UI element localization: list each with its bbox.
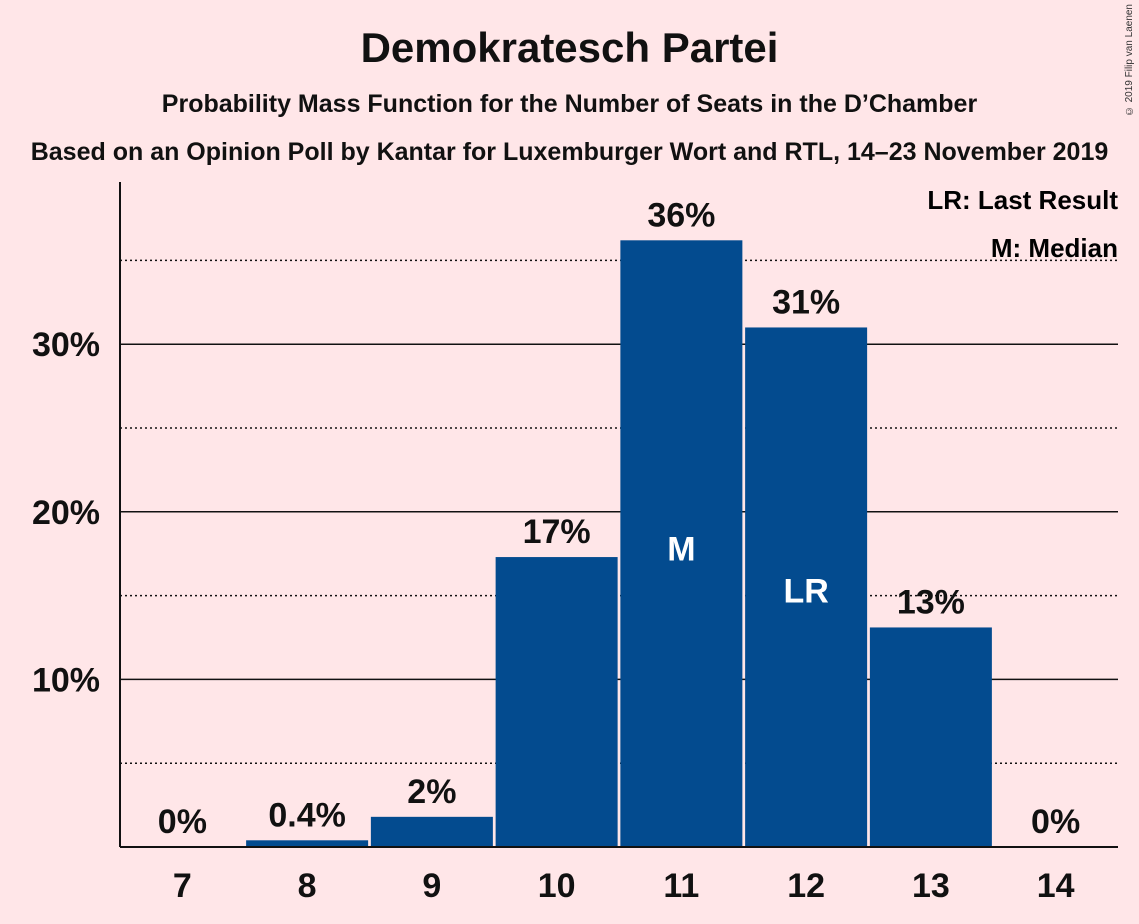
bar-11 [620, 240, 743, 847]
data-label: 17% [523, 513, 591, 551]
y-tick-label: 10% [32, 661, 100, 699]
chart-source: Based on an Opinion Poll by Kantar for L… [30, 138, 1109, 166]
y-tick-label: 30% [32, 326, 100, 364]
data-label: 13% [897, 583, 965, 621]
data-labels: 0% 0.4% 2% 17% 36% M 31% LR 13% 0% [158, 196, 1080, 841]
bar-9 [370, 816, 493, 847]
x-tick-label: 12 [787, 867, 825, 905]
x-tick-label: 7 [173, 867, 192, 905]
axes: 10% 20% 30% 7 8 9 10 11 12 13 14 [32, 182, 1118, 905]
x-tick-label: 9 [422, 867, 441, 905]
data-label: 0.4% [268, 796, 346, 834]
bar-marker-M: M [667, 531, 695, 569]
bar-8 [246, 840, 369, 847]
bar-marker-LR: LR [783, 573, 828, 611]
bar-10 [495, 557, 618, 847]
data-label: 0% [158, 803, 207, 841]
legend-median: M: Median [991, 233, 1118, 263]
data-label: 2% [407, 773, 456, 811]
data-label: 31% [772, 283, 840, 321]
chart-subtitle: Probability Mass Function for the Number… [161, 90, 978, 118]
x-tick-label: 10 [538, 867, 576, 905]
bar-13 [869, 627, 992, 847]
chart-title: Demokratesch Partei [360, 24, 779, 71]
data-label: 36% [647, 196, 715, 234]
x-tick-label: 8 [298, 867, 317, 905]
y-tick-label: 20% [32, 494, 100, 532]
bar-12 [745, 327, 868, 847]
bars [246, 240, 992, 847]
legend-last-result: LR: Last Result [927, 185, 1118, 215]
data-label: 0% [1031, 803, 1080, 841]
x-tick-label: 11 [663, 867, 699, 905]
x-tick-label: 13 [912, 867, 950, 905]
x-tick-label: 14 [1037, 867, 1075, 905]
